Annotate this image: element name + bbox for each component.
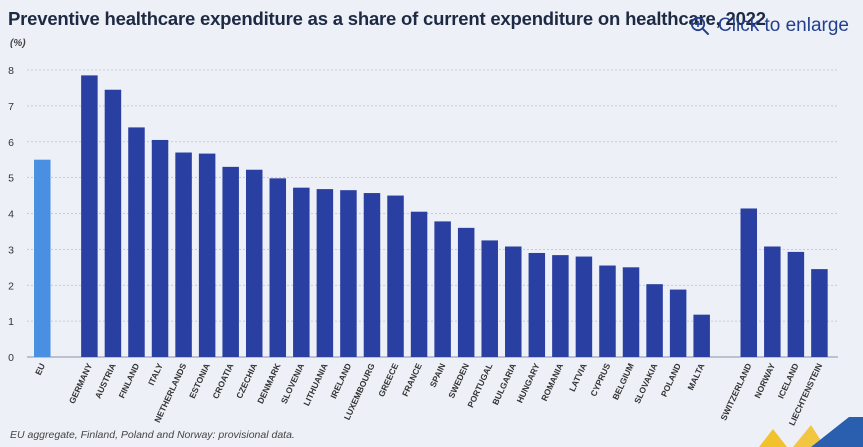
x-tick-label: FRANCE: [400, 361, 424, 398]
x-tick-label: CYPRUS: [588, 361, 612, 398]
y-tick-label: 5: [8, 173, 14, 185]
y-tick-label: 6: [8, 137, 14, 149]
x-tick-label: SPAIN: [428, 362, 448, 389]
x-tick-label: CZECHIA: [234, 362, 259, 400]
bar-spain: [434, 221, 451, 357]
x-tick-label: SWEDEN: [446, 362, 471, 400]
x-tick-label: HUNGARY: [515, 361, 542, 404]
eurostat-logo-corner: [759, 417, 863, 447]
bar-slovenia: [293, 187, 310, 357]
x-tick-label: POLAND: [659, 362, 683, 399]
x-tick-label: LITHUANIA: [301, 362, 329, 408]
bar-malta: [693, 314, 710, 357]
bar-liechtenstein: [811, 269, 828, 357]
bar-bulgaria: [505, 246, 522, 357]
bar-ireland: [340, 190, 357, 357]
bar-austria: [104, 89, 122, 357]
bar-lithuania: [316, 189, 334, 357]
bar-latvia: [575, 256, 593, 357]
bar-finland: [128, 127, 145, 358]
x-tick-label: ICELAND: [776, 362, 801, 400]
x-tick-label: NORWAY: [752, 361, 777, 399]
bar-belgium: [622, 267, 640, 357]
footnote: EU aggregate, Finland, Poland and Norway…: [10, 429, 295, 441]
zoom-in-icon: [690, 16, 710, 36]
x-tick-label: GERMANY: [67, 361, 95, 405]
bar-luxembourg: [363, 193, 381, 357]
bar-portugal: [481, 240, 498, 357]
bar-eu: [34, 159, 51, 357]
bar-czechia: [245, 169, 263, 357]
y-tick-label: 1: [8, 316, 14, 328]
bar-norway: [764, 246, 781, 357]
y-tick-label: 4: [8, 209, 14, 221]
y-tick-label: 2: [8, 280, 14, 292]
click-to-enlarge-label: Click to enlarge: [718, 15, 849, 36]
x-tick-label: ROMANIA: [539, 362, 565, 403]
chart-title: Preventive healthcare expenditure as a s…: [8, 8, 766, 29]
bar-estonia: [198, 153, 216, 357]
y-tick-label: 7: [8, 101, 14, 113]
y-tick-label: 0: [8, 352, 14, 364]
bar-france: [410, 211, 428, 357]
bar-iceland: [787, 251, 805, 357]
x-tick-label: SLOVAKIA: [632, 362, 659, 405]
bar-switzerland: [740, 208, 758, 357]
x-tick-label: EU: [33, 362, 47, 377]
bar-romania: [552, 255, 569, 357]
x-tick-label: SWITZERLAND: [718, 362, 753, 422]
bar-poland: [669, 289, 687, 357]
click-to-enlarge-button[interactable]: Click to enlarge: [690, 15, 849, 37]
x-tick-label: BELGIUM: [610, 362, 636, 402]
bar-slovakia: [646, 284, 663, 357]
bar-hungary: [528, 252, 546, 357]
x-tick-label: ITALY: [146, 361, 165, 387]
x-tick-label: AUSTRIA: [93, 362, 118, 400]
bar-croatia: [222, 166, 239, 357]
y-axis-unit: (%): [10, 38, 26, 49]
bar-sweden: [457, 227, 475, 357]
x-tick-label: CROATIA: [210, 362, 235, 401]
x-tick-label: SLOVENIA: [279, 362, 306, 406]
y-tick-label: 3: [8, 244, 14, 256]
x-tick-label: IRELAND: [328, 362, 353, 400]
bar-italy: [151, 139, 169, 357]
bar-greece: [387, 195, 404, 357]
x-tick-label: MALTA: [685, 362, 706, 392]
bar-denmark: [269, 178, 287, 357]
x-tick-label: FINLAND: [116, 362, 141, 400]
bar-cyprus: [599, 265, 616, 357]
x-tick-label: GREECE: [376, 361, 400, 398]
x-tick-label: LATVIA: [567, 362, 589, 393]
bar-netherlands: [175, 152, 192, 357]
bar-germany: [81, 75, 98, 357]
y-tick-label: 8: [8, 65, 14, 77]
x-tick-label: ESTONIA: [187, 362, 212, 400]
